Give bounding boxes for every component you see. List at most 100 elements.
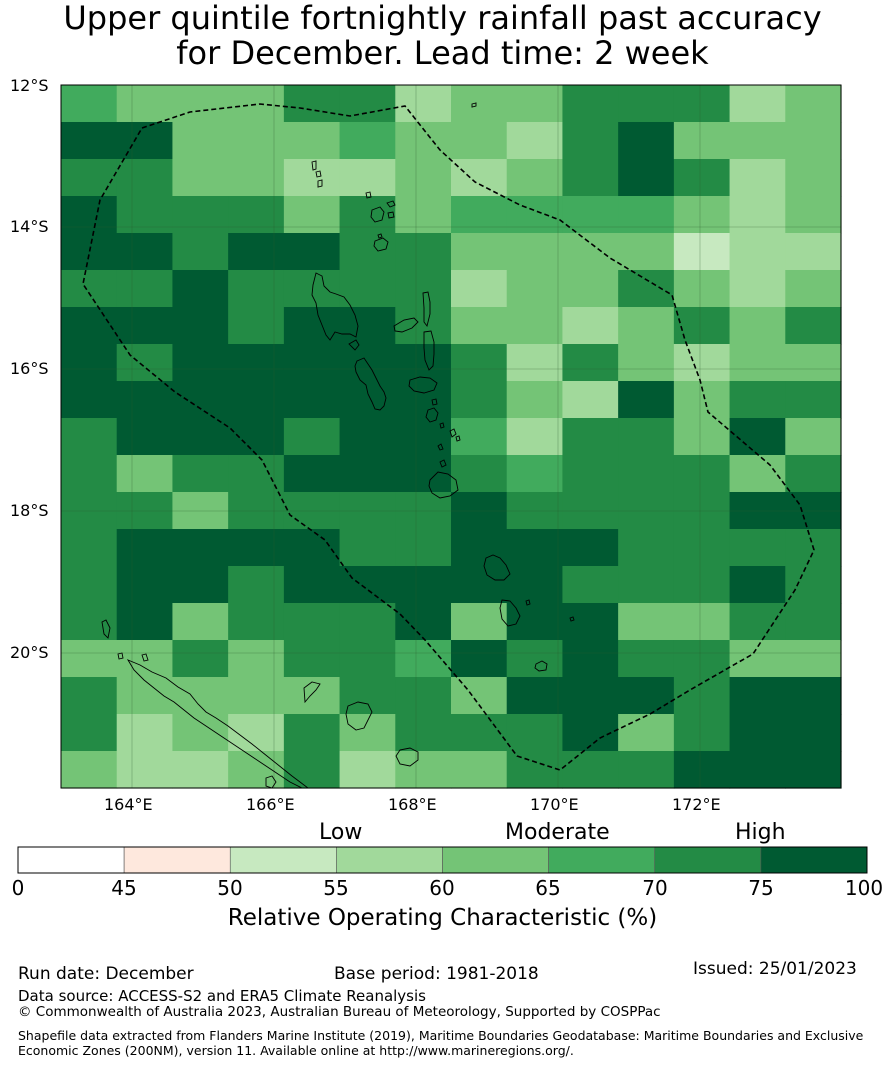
grid-cell (506, 677, 564, 715)
grid-cell (339, 455, 396, 493)
grid-cell (172, 381, 229, 419)
grid-cell (283, 492, 341, 530)
grid-cell (785, 307, 842, 345)
grid-cell (562, 677, 619, 715)
grid-cell (339, 492, 396, 530)
grid-cell (562, 492, 619, 530)
grid-cell (116, 233, 174, 271)
grid-cell (451, 492, 508, 530)
grid-cell (785, 603, 842, 641)
grid-cell (673, 751, 731, 789)
grid-cell (673, 492, 731, 530)
grid-cell (395, 307, 452, 345)
grid-cell (339, 381, 396, 419)
colorbar-segment (548, 846, 656, 874)
grid-cell (61, 603, 118, 641)
grid-cell (451, 344, 508, 382)
grid-cell (506, 751, 564, 789)
grid-cell (562, 159, 619, 197)
island-ouvea (303, 681, 321, 704)
grid-cell (339, 196, 396, 234)
colorbar-segment (229, 846, 337, 874)
grid-cell (395, 751, 452, 789)
grid-cell (283, 677, 341, 715)
island-paama (431, 398, 438, 406)
grid-cell (785, 344, 842, 382)
grid-cell (506, 603, 564, 641)
grid-cell (283, 640, 341, 678)
grid-cell (61, 307, 118, 345)
grid-cell (116, 381, 174, 419)
lat-label-12s: 12°S (10, 76, 49, 95)
grid-cell (339, 122, 396, 160)
grid-cell (116, 418, 174, 456)
grid-cell (283, 233, 341, 271)
issued-date: Issued: 25/01/2023 (693, 959, 857, 979)
island-torres-1 (311, 160, 317, 171)
grid-cell (116, 677, 174, 715)
colorbar-frame (17, 846, 868, 874)
grid-cell (339, 159, 396, 197)
grid-cell (228, 566, 285, 604)
colorbar-tick: 75 (748, 876, 774, 900)
lat-label-14s: 14°S (10, 217, 49, 236)
grid-cell (618, 566, 675, 604)
grid-cell (618, 603, 675, 641)
grid-cell (339, 603, 396, 641)
grid-cell (283, 603, 341, 641)
grid-cell (116, 455, 174, 493)
colorbar-title: Relative Operating Characteristic (%) (227, 905, 658, 931)
grid-cell (116, 751, 174, 789)
colorbar-tick: 65 (535, 876, 561, 900)
map-frame (60, 84, 842, 789)
grid-cell (618, 418, 675, 456)
island-mare (395, 747, 419, 767)
island-efate (428, 471, 459, 499)
grid-cell (673, 233, 731, 271)
grid-cell (61, 233, 118, 271)
lat-label-16s: 16°S (10, 359, 49, 378)
grid-cell (506, 344, 564, 382)
lat-label-20s: 20°S (10, 643, 49, 662)
island-isle-of-pines (265, 775, 277, 789)
grid-cell (61, 85, 118, 123)
grid-cell (506, 270, 564, 308)
grid-cell (61, 566, 118, 604)
grid-cell (451, 233, 508, 271)
grid-cell (172, 677, 229, 715)
grid-cell (395, 677, 452, 715)
island-small-1 (525, 599, 531, 606)
grid-cell (506, 640, 564, 678)
grid-cell (451, 714, 508, 752)
grid-cell (673, 307, 731, 345)
grid-cell (451, 529, 508, 567)
grid-cell (729, 85, 786, 123)
grid-cell (562, 751, 619, 789)
grid-cell (228, 307, 285, 345)
grid-cell (618, 751, 675, 789)
grid-cell (785, 677, 842, 715)
grid-cell (618, 159, 675, 197)
grid-cell (228, 196, 285, 234)
colorbar-segment (17, 846, 125, 874)
grid-cell (506, 122, 564, 160)
grid-cell (785, 714, 842, 752)
grid-cell (729, 603, 786, 641)
island-malo (348, 339, 360, 351)
grid-cell (618, 455, 675, 493)
grid-cell (506, 714, 564, 752)
grid-cell (673, 122, 731, 160)
grid-cell (506, 529, 564, 567)
grid-cell (785, 159, 842, 197)
colorbar-segment (760, 846, 868, 874)
grid-cell (283, 85, 341, 123)
grid-cell (729, 714, 786, 752)
grid-cell (785, 233, 842, 271)
grid-cell (673, 603, 731, 641)
grid-cell (61, 529, 118, 567)
island-malakula (354, 357, 387, 411)
grid-cell (61, 418, 118, 456)
island-banks-1 (365, 191, 372, 199)
grid-cell (506, 381, 564, 419)
grid-cell (61, 677, 118, 715)
